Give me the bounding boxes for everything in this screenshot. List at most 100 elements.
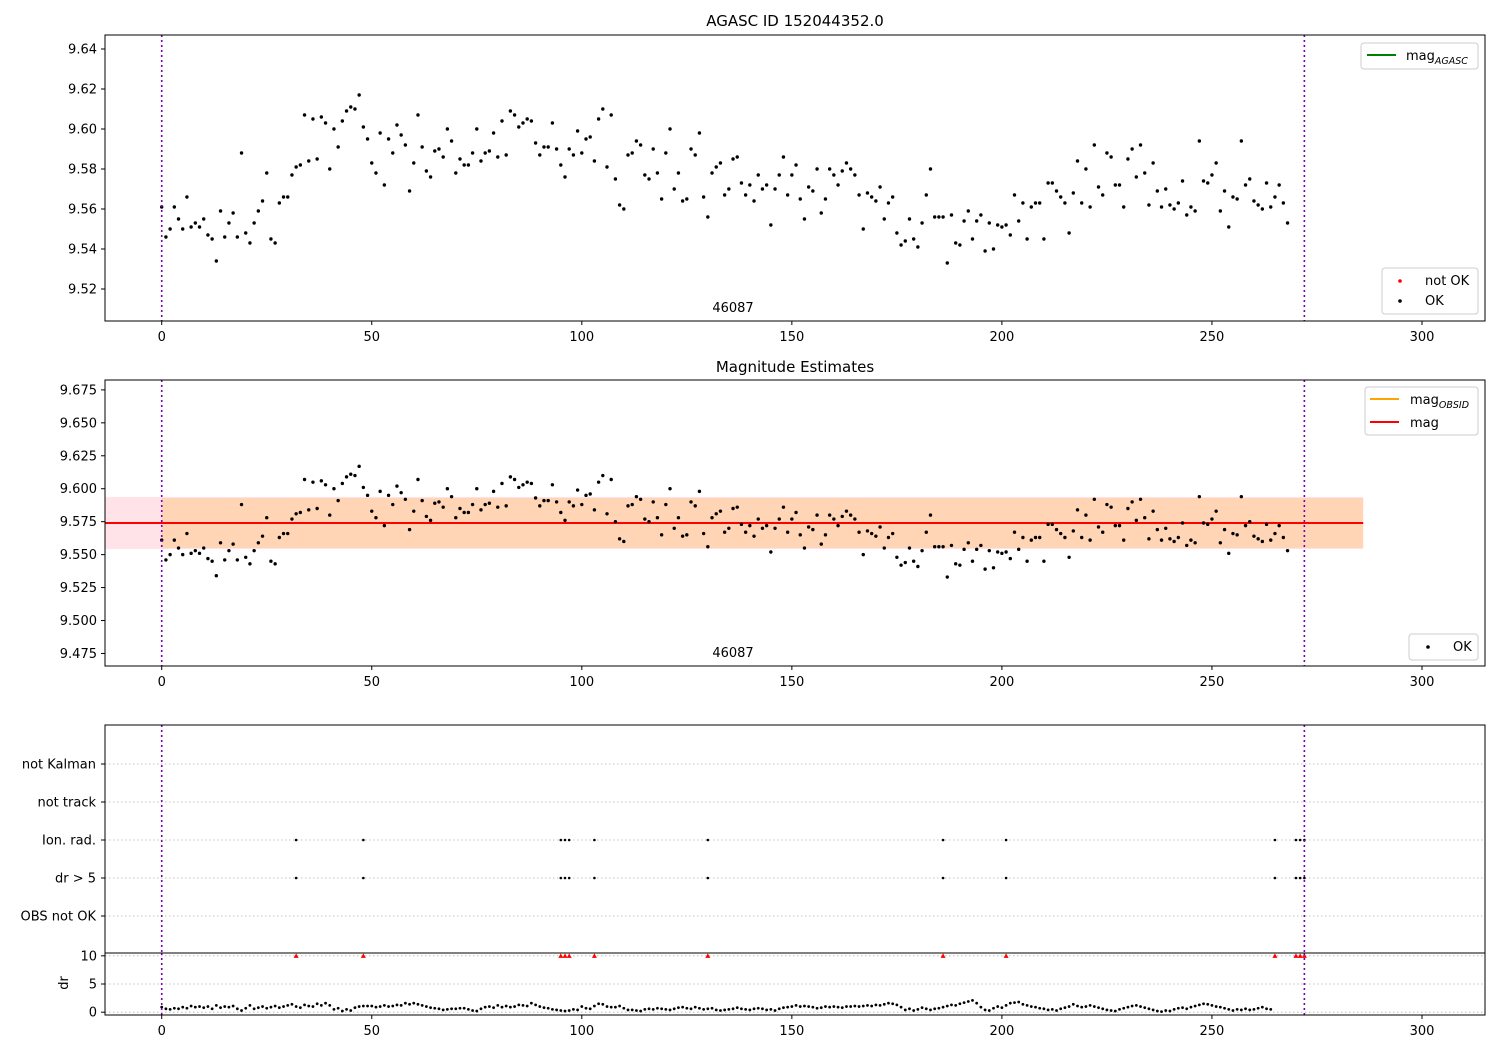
dr-point: [332, 1007, 336, 1011]
dr-point: [790, 1005, 794, 1008]
dr-point: [1017, 1000, 1021, 1004]
y-tick-label: 10: [80, 949, 97, 964]
data-point: [210, 237, 214, 241]
data-point: [202, 546, 206, 550]
data-point: [1071, 191, 1076, 195]
data-point: [764, 523, 769, 528]
data-point: [580, 151, 584, 155]
legend-ok: OK: [1453, 640, 1472, 655]
dr-point: [1063, 1006, 1067, 1010]
data-point: [1168, 203, 1172, 207]
data-point: [647, 177, 651, 181]
data-point: [214, 574, 219, 578]
dr-point: [508, 1005, 512, 1009]
dr-point: [290, 1002, 294, 1006]
data-point: [584, 493, 588, 498]
data-point: [1046, 181, 1050, 185]
flag-category-label: not track: [37, 796, 96, 811]
data-point: [1277, 523, 1281, 528]
data-point: [294, 512, 298, 516]
data-point: [500, 481, 504, 486]
dr-point: [307, 1004, 311, 1008]
data-point: [697, 489, 702, 494]
data-point: [773, 187, 777, 191]
data-point: [844, 509, 849, 513]
dr-point: [1235, 1007, 1239, 1011]
data-point: [248, 241, 252, 245]
dr-point: [382, 1004, 386, 1007]
data-point: [605, 165, 609, 169]
x-tick-label: 0: [158, 1024, 166, 1039]
dr-point: [1118, 1007, 1121, 1011]
dr-point: [240, 1009, 243, 1012]
data-point: [836, 523, 840, 528]
dr-clipped-marker: [940, 953, 946, 958]
flag-point: [1294, 838, 1298, 842]
data-point: [1063, 201, 1067, 205]
dr-point: [966, 1000, 970, 1003]
dr-point: [1076, 1004, 1079, 1008]
dr-point: [1231, 1009, 1235, 1012]
dr-point: [294, 1005, 298, 1008]
flag-point: [567, 876, 571, 880]
data-point: [1193, 541, 1197, 545]
dr-point: [210, 1007, 214, 1011]
data-point: [512, 113, 517, 117]
data-point: [617, 203, 622, 207]
data-point: [1113, 183, 1118, 187]
data-point: [365, 137, 370, 141]
dr-point: [891, 1002, 895, 1006]
data-point: [706, 545, 710, 549]
agasc-panel: AGASC ID 152044352.0 0 50 100 150 200 250 300 9…: [68, 12, 1486, 345]
data-point: [302, 477, 307, 482]
x-tick-label: 200: [989, 1024, 1014, 1039]
data-point: [815, 513, 819, 517]
data-point: [991, 566, 996, 570]
data-point: [168, 227, 172, 231]
dr-point: [1029, 1005, 1033, 1008]
data-point: [470, 502, 475, 507]
dr-point: [366, 1004, 369, 1008]
dr-point: [903, 1008, 907, 1012]
data-point: [1092, 497, 1097, 501]
data-point: [613, 519, 618, 524]
dr-point: [387, 1005, 390, 1008]
data-point: [857, 193, 861, 197]
data-point: [1227, 551, 1231, 556]
data-point: [1269, 538, 1273, 542]
dr-point: [168, 1007, 172, 1011]
dr-point: [252, 1007, 256, 1011]
data-point: [1126, 506, 1130, 511]
data-point: [659, 533, 664, 537]
flag-point: [1004, 838, 1008, 842]
data-point: [1147, 537, 1151, 541]
data-point: [227, 548, 231, 553]
dr-point: [1214, 1005, 1218, 1008]
data-point: [323, 483, 328, 487]
dr-point: [471, 1009, 474, 1012]
data-point: [323, 121, 328, 125]
data-point: [1189, 538, 1193, 542]
data-point: [1243, 183, 1248, 187]
data-point: [407, 527, 412, 532]
y-tick-label: 9.675: [60, 383, 97, 398]
data-point: [315, 506, 319, 511]
data-point: [1080, 201, 1084, 205]
data-point: [840, 514, 844, 519]
dr-point: [206, 1005, 210, 1008]
data-point: [260, 199, 265, 203]
data-point: [1172, 539, 1176, 544]
dr-point: [534, 1003, 537, 1007]
dr-point: [1113, 1009, 1117, 1013]
dr-point: [685, 1006, 689, 1010]
data-point: [559, 510, 563, 515]
dr-point: [219, 1006, 222, 1010]
data-point: [475, 487, 479, 491]
data-point: [479, 159, 483, 163]
dr-point: [198, 1005, 201, 1008]
dr-point: [962, 1001, 966, 1004]
dr-point: [710, 1006, 714, 1010]
dr-point: [487, 1005, 491, 1008]
dr-point: [681, 1005, 685, 1009]
data-point: [865, 191, 870, 195]
